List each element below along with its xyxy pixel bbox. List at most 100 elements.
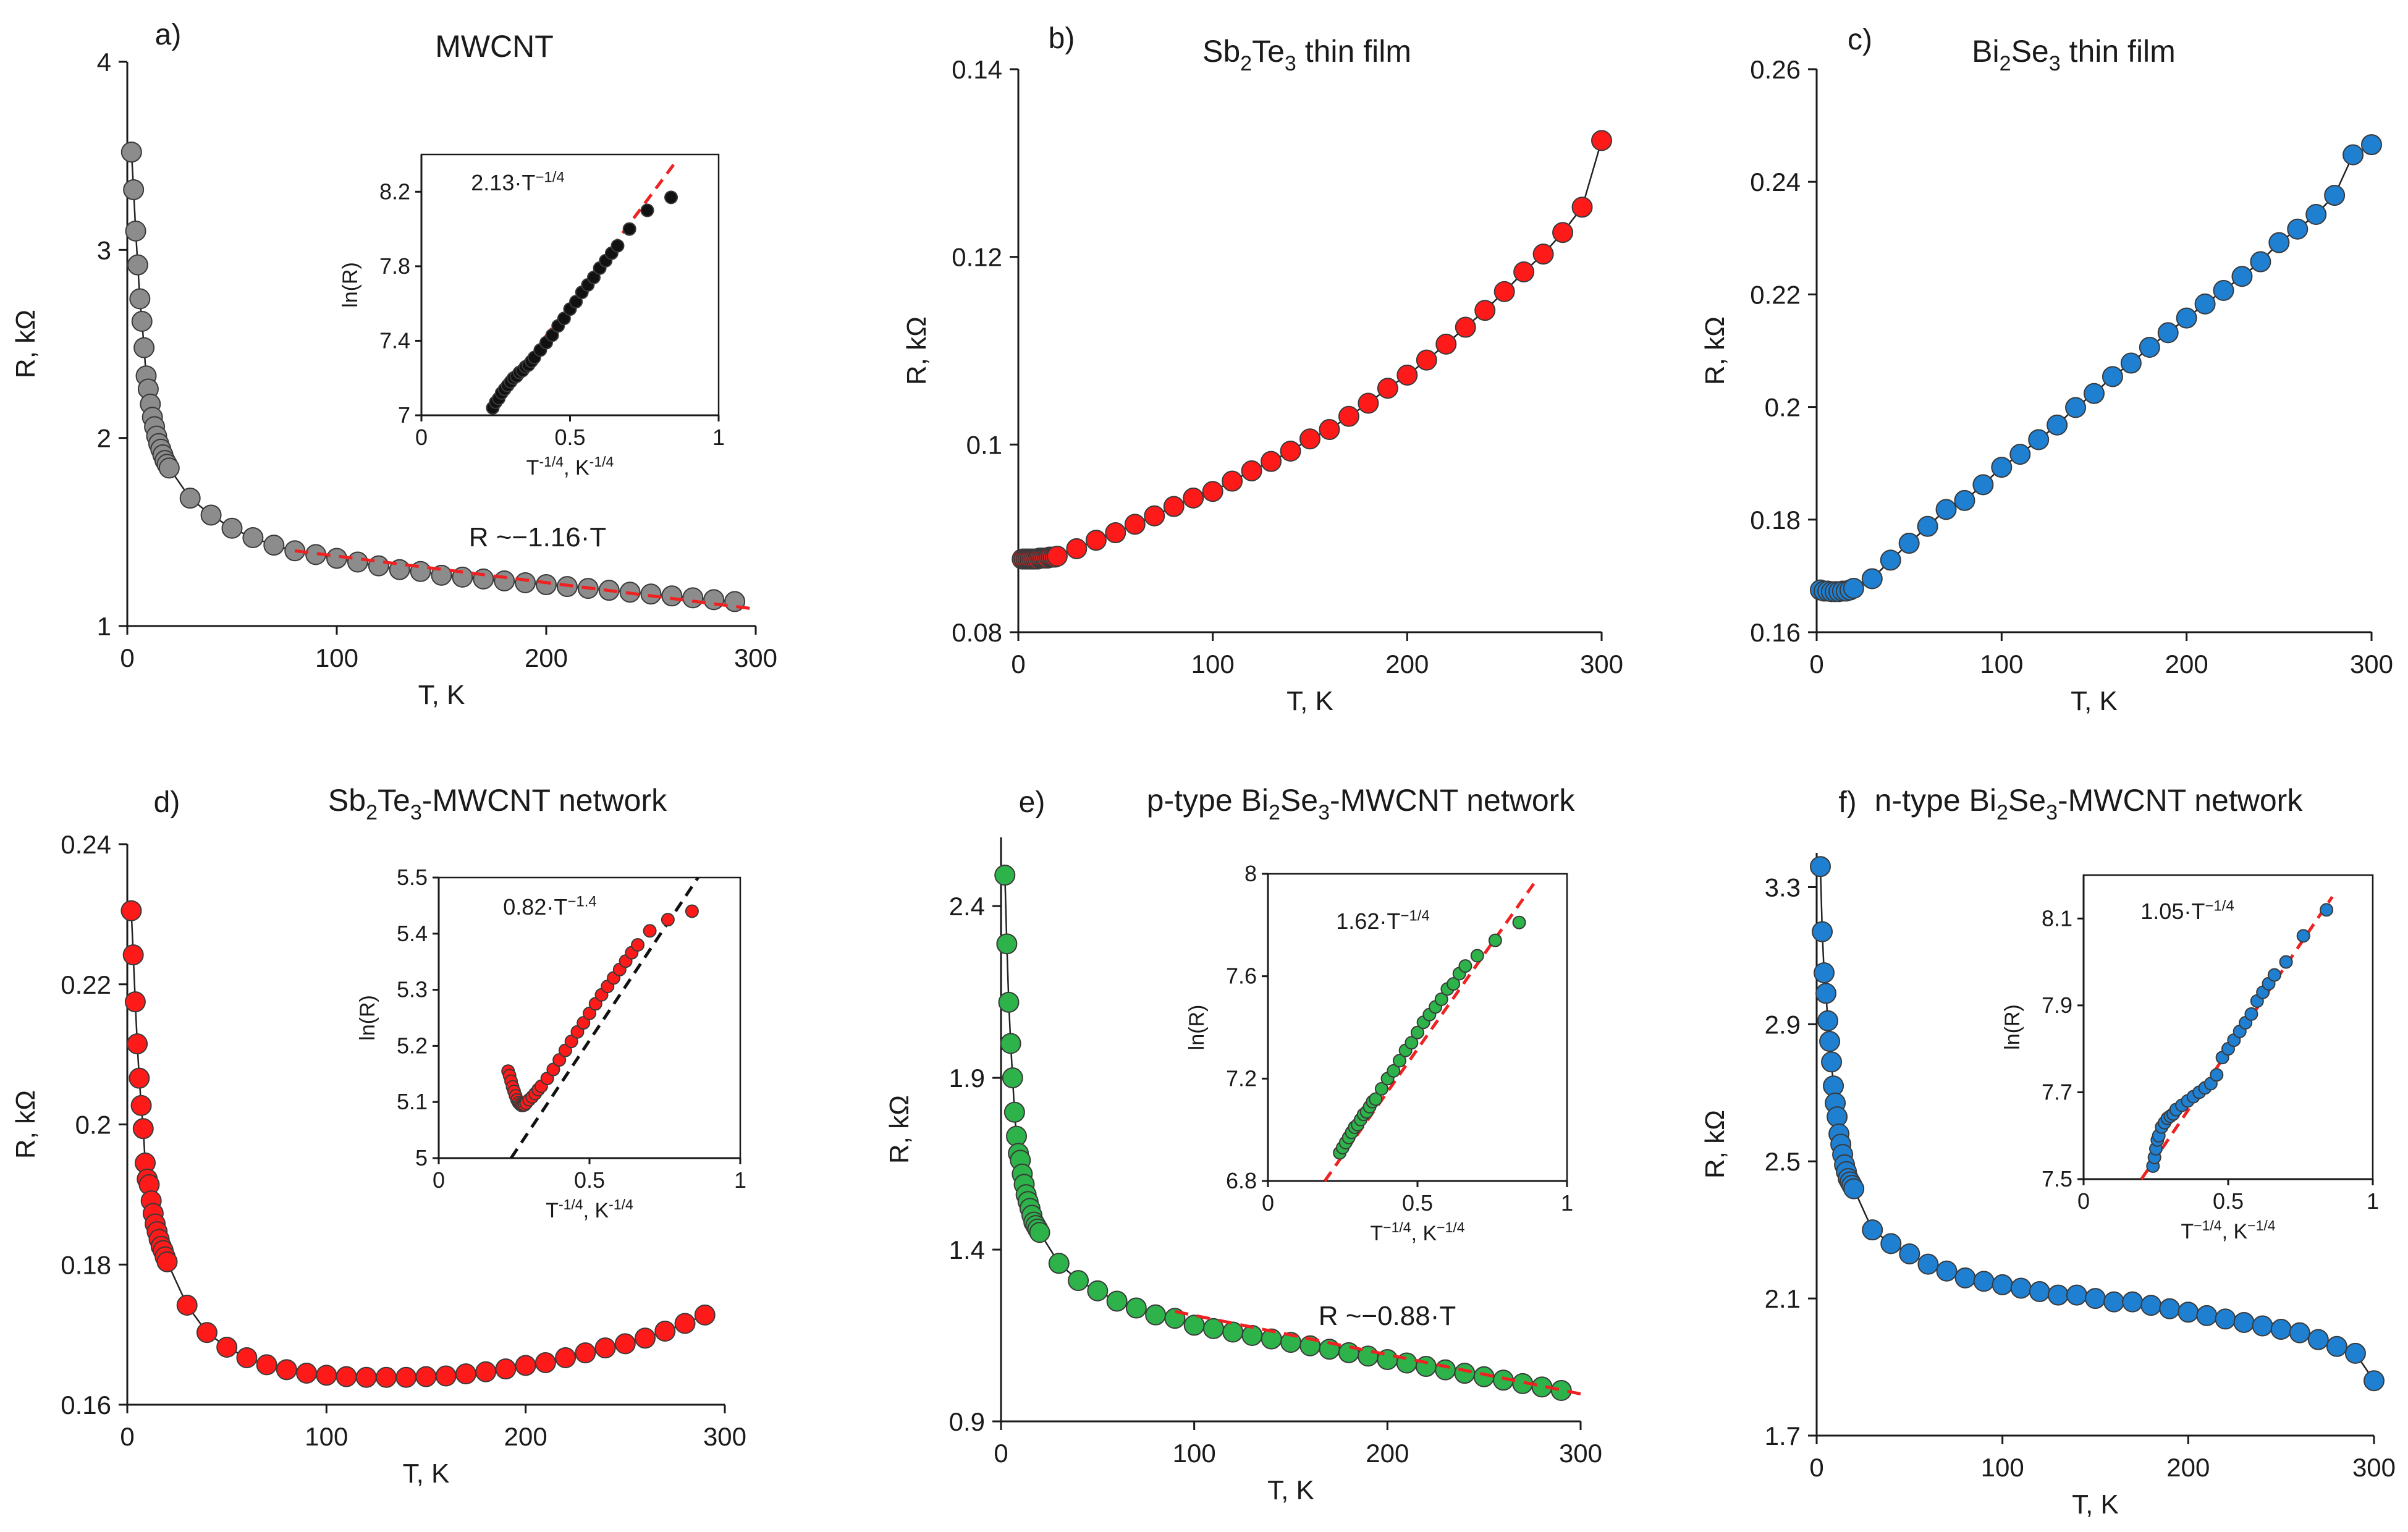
panel-a-x-tick-label: 300: [734, 643, 777, 672]
panel-d-x-tick-label: 100: [305, 1422, 348, 1451]
panel-d-inset-y-tick-label: 5.5: [397, 865, 428, 890]
panel-c-data-point: [2361, 134, 2382, 156]
panel-a-data-point: [179, 488, 201, 509]
panel-a-data-point: [431, 564, 452, 586]
panel-f-data-point: [2029, 1281, 2050, 1303]
panel-a-data-point: [640, 583, 662, 605]
panel-f-x-tick-label: 0: [1809, 1453, 1823, 1482]
panel-c-letter: c): [1848, 23, 1872, 56]
panel-b-y-tick-label: 0.12: [952, 243, 1002, 272]
panel-f-data-point: [2085, 1288, 2106, 1310]
panel-d-data-point: [674, 1313, 696, 1334]
panel-f-data-point: [2196, 1305, 2218, 1326]
panel-b-data-point: [1571, 197, 1593, 218]
panel-c-x-tick-label: 0: [1809, 650, 1823, 679]
panel-d-data-point: [495, 1358, 517, 1380]
panel-b-y-tick-label: 0.1: [966, 430, 1002, 459]
panel-c-y-axis-label: R, kΩ: [1700, 316, 1730, 385]
panel-c-data-point: [2028, 429, 2050, 451]
panel-a-data-point: [347, 551, 368, 573]
panel-e-inset-data-point: [1392, 1054, 1406, 1068]
panel-c-data-point: [1935, 499, 1957, 520]
panel-c-data-point: [2009, 444, 2031, 465]
panel-d-inset-data-point: [685, 904, 699, 918]
panel-f-data-point: [1815, 983, 1837, 1004]
panel-f-data-point: [1880, 1233, 1902, 1255]
panel-e-inset-x-tick-label: 0.5: [1402, 1190, 1433, 1216]
panel-d-data-point: [515, 1355, 536, 1376]
panel-e-data-point: [1029, 1222, 1050, 1243]
panel-b-data-point: [1532, 243, 1554, 265]
panel-f-inset-data-point: [2244, 1007, 2258, 1021]
panel-d-data-point: [276, 1359, 297, 1381]
panel-f-data-point: [2140, 1295, 2162, 1316]
panel-d: d) Sb2Te3-MWCNT network 0 100 200 300 0.16 0.18…: [11, 783, 746, 1489]
panel-f-inset-y-tick-label: 7.9: [2042, 992, 2072, 1018]
panel-f-data-point: [2159, 1298, 2181, 1319]
panel-f-x-axis-label: T, K: [2072, 1489, 2119, 1520]
panel-d-data-point: [614, 1333, 636, 1355]
panel-d-title: Sb2Te3-MWCNT network: [328, 783, 667, 824]
panel-c-data-point: [2047, 414, 2068, 436]
panel-c-y-tick-label: 0.24: [1750, 167, 1801, 197]
panel-c-data-point: [2176, 307, 2197, 329]
panel-b-data-point: [1124, 514, 1146, 535]
panel-b-x-axis-label: T, K: [1286, 686, 1333, 716]
panel-d-inset-x-axis-label: T-1/4, K-1/4: [546, 1196, 633, 1222]
panel-d-data-point: [196, 1322, 218, 1344]
panel-d-data-point: [635, 1327, 656, 1349]
panel-d-data-point: [395, 1366, 417, 1388]
panel-c-data-point: [2213, 280, 2234, 302]
panel-d-data-point: [376, 1366, 397, 1388]
panel-d-x-tick-label: 200: [504, 1422, 547, 1451]
panel-f-data-point: [2215, 1308, 2236, 1330]
panel-d-data-point: [120, 900, 142, 921]
panel-f-data-point: [1814, 962, 1835, 984]
panel-a-data-point: [120, 142, 142, 163]
panel-e-data-point: [1338, 1342, 1359, 1363]
panel-f-data-point: [1812, 921, 1833, 942]
panel-c-x-axis-label: T, K: [2071, 686, 2118, 716]
panel-f-data-point: [2252, 1315, 2273, 1337]
panel-f-inset-y-tick-label: 7.5: [2042, 1166, 2072, 1191]
panel-b-x-tick-label: 300: [1580, 650, 1623, 679]
panel-e-inset-y-tick-label: 7.2: [1226, 1065, 1257, 1091]
panel-d-data-point: [575, 1342, 596, 1364]
panel-a-data-point: [242, 527, 264, 548]
panel-c-y-tick-label: 0.16: [1750, 618, 1801, 647]
panel-e-y-tick-label: 1.9: [949, 1064, 985, 1093]
panel-c-data-point: [1861, 568, 1883, 590]
panel-f-inset-y-axis-label: ln(R): [2001, 1004, 2024, 1050]
panel-f-inset-x-tick-label: 0: [2077, 1188, 2090, 1214]
panel-f-data-point: [2289, 1322, 2310, 1344]
panel-e-x-tick-label: 300: [1559, 1439, 1602, 1468]
panel-e-x-tick-label: 200: [1366, 1439, 1409, 1468]
panel-a-x-tick-label: 0: [120, 643, 134, 672]
panel-c-x-tick-label: 200: [2165, 650, 2208, 679]
panel-e-y-axis-label: R, kΩ: [884, 1095, 915, 1164]
panel-b-y-tick-label: 0.14: [952, 55, 1002, 84]
panel-d-data-point: [555, 1347, 577, 1369]
panel-a-y-tick-label: 1: [97, 612, 111, 641]
panel-e-data-point: [994, 865, 1016, 886]
panel-e-data-point: [1106, 1290, 1128, 1312]
panel-b-data-point: [1046, 546, 1068, 567]
panel-c-data-point: [2084, 383, 2105, 404]
panel-f-data-point: [1810, 856, 1831, 878]
panel-c-data-point: [2102, 366, 2123, 387]
panel-d-data-point: [654, 1320, 676, 1342]
panel-a-y-tick-label: 4: [97, 48, 111, 77]
panel-b-data-point: [1222, 470, 1243, 492]
panel-a-data-point: [123, 179, 145, 200]
panel-d-x-tick-label: 0: [120, 1422, 134, 1451]
panel-d-data-point: [216, 1337, 238, 1358]
panel-a-y-axis-label: R, kΩ: [11, 310, 41, 378]
panel-e-data-point: [1068, 1270, 1089, 1292]
panel-f-inset-y-tick-label: 8.1: [2042, 905, 2072, 931]
panel-a-data-point: [661, 585, 683, 607]
panel-f-inset-y-tick-label: 7.7: [2042, 1079, 2072, 1104]
panel-a-inset-annotation: 2.13·T−1/4: [471, 169, 564, 195]
panel-e-inset-x-tick-label: 0: [1262, 1190, 1274, 1216]
panel-e-inset-data-point: [1447, 977, 1461, 991]
panel-d-letter: d): [154, 786, 180, 819]
